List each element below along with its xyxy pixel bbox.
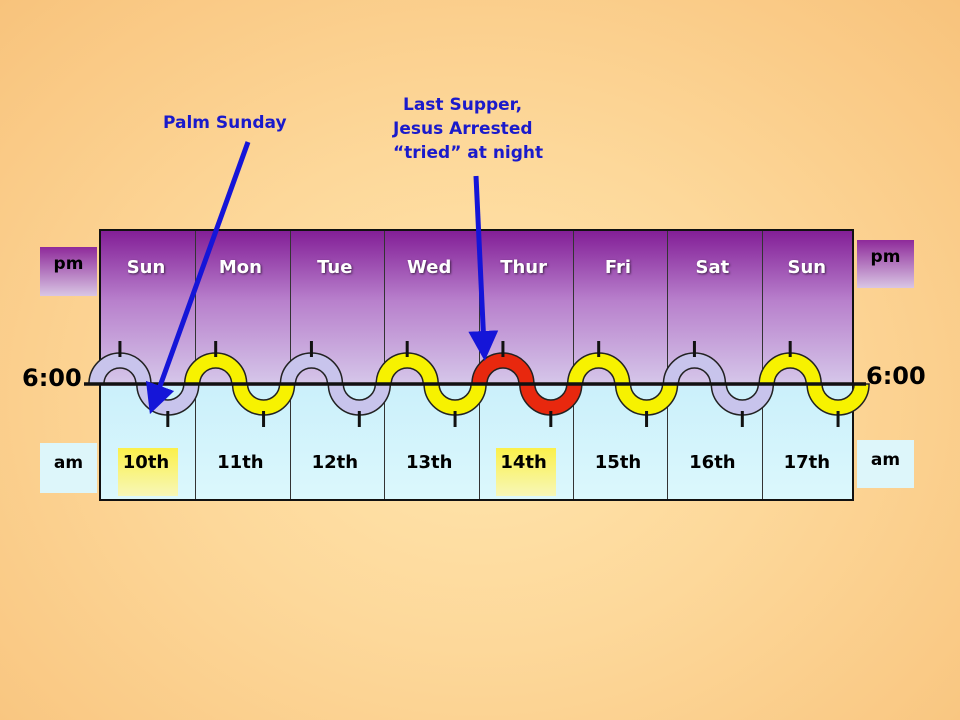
am-right-text: am (870, 450, 901, 470)
day-label: Fri (604, 257, 632, 278)
week-timeline: Sun 10th Mon 11th Tue 12th Wed 13th Thur 14th Fri 1… (99, 229, 854, 501)
date-label: 15th (594, 452, 642, 473)
date-label: 14th (500, 452, 547, 473)
date-label: 10th (122, 452, 170, 473)
six-oclock-right: 6:00 (866, 362, 926, 390)
date-highlight (495, 448, 556, 496)
six-oclock-left: 6:00 (22, 364, 82, 392)
am-label-right: am (857, 440, 914, 488)
last-supper-label-line2: Jesus Arrested (393, 119, 533, 139)
palm-sunday-label: Palm Sunday (163, 113, 287, 133)
day-label: Sun (126, 257, 166, 278)
day-band (101, 386, 852, 499)
date-label: 11th (217, 452, 264, 473)
day-label: Wed (407, 257, 452, 278)
date-label: 12th (311, 452, 359, 473)
date-highlight (118, 448, 178, 496)
date-label: 16th (689, 452, 736, 473)
date-label: 13th (405, 452, 453, 473)
pm-label-right: pm (857, 240, 914, 288)
day-label: Thur (500, 257, 547, 278)
day-label: Mon (218, 257, 262, 278)
day-label: Tue (317, 257, 353, 278)
pm-right-text: pm (870, 247, 901, 267)
am-label-left: am (40, 443, 97, 493)
day-label: Sun (787, 257, 827, 278)
pm-label-left: pm (40, 247, 97, 296)
day-label: Sat (695, 257, 730, 278)
pm-left-text: pm (53, 254, 84, 274)
am-left-text: am (53, 453, 84, 473)
last-supper-label-line1: Last Supper, (403, 95, 523, 115)
date-label: 17th (783, 452, 831, 473)
night-band (101, 231, 852, 386)
last-supper-label-line3: “tried” at night (393, 143, 544, 163)
